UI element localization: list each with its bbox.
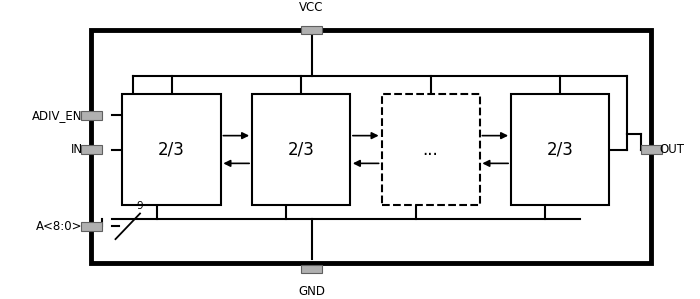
Text: ADIV_EN: ADIV_EN	[32, 109, 83, 122]
Bar	[511, 94, 609, 205]
Bar	[252, 94, 350, 205]
Text: IN: IN	[71, 143, 83, 156]
Bar	[91, 30, 651, 263]
Text: 2/3: 2/3	[158, 141, 185, 158]
Text: 2/3: 2/3	[288, 141, 314, 158]
Bar	[301, 265, 322, 273]
Text: OUT: OUT	[659, 143, 685, 156]
Bar	[122, 94, 220, 205]
Text: GND: GND	[298, 285, 325, 298]
Bar	[382, 94, 480, 205]
Text: ...: ...	[423, 141, 438, 158]
Text: VCC: VCC	[300, 1, 323, 14]
Bar	[80, 111, 101, 120]
Bar	[301, 26, 322, 34]
Text: 2/3: 2/3	[547, 141, 573, 158]
Text: 9: 9	[136, 201, 143, 211]
Bar	[640, 145, 661, 154]
Bar	[80, 145, 101, 154]
Text: A<8:0>: A<8:0>	[36, 220, 83, 233]
Bar	[80, 222, 101, 231]
